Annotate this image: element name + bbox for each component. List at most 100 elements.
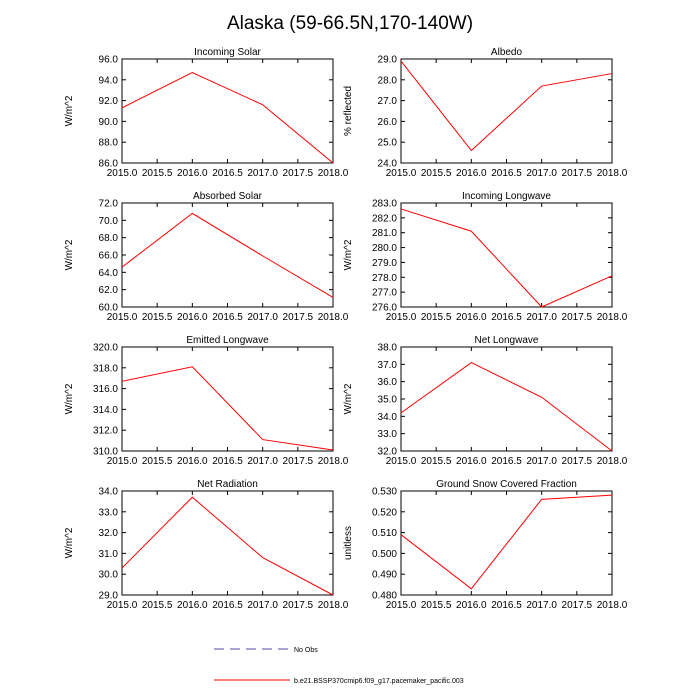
chart-panel: Incoming Longwave W/m^2 2015.0 2015.5 2016.0… xyxy=(343,191,628,323)
y-tick-label: 90.0 xyxy=(99,117,119,128)
x-tick-label: 2016.0 xyxy=(177,312,208,323)
x-tick-label: 2018.0 xyxy=(318,600,349,611)
y-tick-label: 34.0 xyxy=(99,487,119,498)
y-axis-label: unitless xyxy=(343,526,354,560)
panel-title: Incoming Longwave xyxy=(462,191,551,202)
x-tick-label: 2015.5 xyxy=(421,312,452,323)
y-tick-label: 278.0 xyxy=(372,273,397,284)
x-tick-label: 2015.0 xyxy=(386,600,417,611)
y-tick-label: 0.520 xyxy=(372,507,397,518)
plot-frame xyxy=(400,58,613,164)
y-tick-label: 70.0 xyxy=(99,216,119,227)
x-tick-label: 2015.0 xyxy=(107,168,138,179)
y-tick-label: 280.0 xyxy=(372,243,397,254)
x-tick-label: 2015.5 xyxy=(421,168,452,179)
y-tick-label: 0.480 xyxy=(372,591,397,602)
y-tick-label: 283.0 xyxy=(372,199,397,210)
plot-frame xyxy=(400,490,613,596)
x-tick-label: 2016.5 xyxy=(212,168,243,179)
y-axis-label: W/m^2 xyxy=(64,383,75,414)
y-tick-label: 96.0 xyxy=(99,55,119,66)
legend-model-label: b.e21.BSSP370cmip6.f09_g17.pacemaker_pac… xyxy=(294,678,464,685)
y-tick-label: 279.0 xyxy=(372,258,397,269)
x-tick-label: 2017.5 xyxy=(562,312,593,323)
x-tick-label: 2017.5 xyxy=(283,312,314,323)
x-tick-label: 2016.5 xyxy=(212,600,243,611)
plot-frame xyxy=(121,58,334,164)
y-tick-label: 281.0 xyxy=(372,228,397,239)
x-tick-label: 2016.5 xyxy=(491,168,522,179)
x-tick-label: 2017.5 xyxy=(283,456,314,467)
chart-panel: Albedo % reflected 2015.0 2015.5 2016.0 2016.… xyxy=(343,47,628,179)
series-line xyxy=(400,362,613,452)
y-tick-label: 68.0 xyxy=(99,233,119,244)
panel-title: Ground Snow Covered Fraction xyxy=(436,479,577,490)
y-tick-label: 276.0 xyxy=(372,303,397,314)
y-tick-label: 33.0 xyxy=(99,507,119,518)
y-tick-label: 0.510 xyxy=(372,528,397,539)
y-tick-label: 0.530 xyxy=(372,487,397,498)
panel-title: Absorbed Solar xyxy=(193,191,263,202)
y-tick-label: 314.0 xyxy=(93,405,118,416)
y-tick-label: 72.0 xyxy=(99,199,119,210)
y-tick-label: 66.0 xyxy=(99,251,119,262)
series-line xyxy=(121,212,334,298)
x-tick-label: 2016.5 xyxy=(491,600,522,611)
x-tick-label: 2017.0 xyxy=(526,600,557,611)
y-tick-label: 27.0 xyxy=(378,96,398,107)
x-tick-label: 2016.0 xyxy=(177,456,208,467)
y-tick-label: 320.0 xyxy=(93,343,118,354)
x-tick-label: 2017.0 xyxy=(247,312,278,323)
x-tick-label: 2017.5 xyxy=(562,168,593,179)
y-tick-label: 64.0 xyxy=(99,268,119,279)
x-tick-label: 2016.5 xyxy=(212,312,243,323)
y-tick-label: 30.0 xyxy=(99,570,119,581)
y-tick-label: 34.0 xyxy=(378,412,398,423)
panel-title: Incoming Solar xyxy=(194,47,261,58)
chart-panel: Incoming Solar W/m^2 2015.0 2015.5 2016.0 201… xyxy=(64,47,349,179)
x-tick-label: 2018.0 xyxy=(318,312,349,323)
x-tick-label: 2016.5 xyxy=(491,312,522,323)
chart-panel: Absorbed Solar W/m^2 2015.0 2015.5 2016.0 201… xyxy=(64,191,349,323)
y-tick-label: 36.0 xyxy=(378,377,398,388)
x-tick-label: 2016.0 xyxy=(456,456,487,467)
x-tick-label: 2015.5 xyxy=(421,600,452,611)
y-tick-label: 26.0 xyxy=(378,117,398,128)
x-tick-label: 2018.0 xyxy=(318,456,349,467)
x-tick-label: 2016.0 xyxy=(177,600,208,611)
legend: No Obs b.e21.BSSP370cmip6.f09_g17.pacema… xyxy=(214,647,464,685)
x-tick-label: 2015.5 xyxy=(142,168,173,179)
y-tick-label: 29.0 xyxy=(378,55,398,66)
x-tick-label: 2017.0 xyxy=(247,168,278,179)
y-tick-label: 282.0 xyxy=(372,213,397,224)
y-tick-label: 86.0 xyxy=(99,159,119,170)
x-tick-label: 2017.5 xyxy=(283,168,314,179)
x-tick-label: 2018.0 xyxy=(597,600,628,611)
plot-frame xyxy=(400,202,613,308)
y-tick-label: 31.0 xyxy=(99,549,119,560)
panel-title: Albedo xyxy=(491,47,523,58)
y-axis-label: W/m^2 xyxy=(64,239,75,270)
panels: Incoming Solar W/m^2 2015.0 2015.5 2016.0 201… xyxy=(64,47,628,611)
x-tick-label: 2017.0 xyxy=(526,456,557,467)
y-axis-label: W/m^2 xyxy=(343,383,354,414)
x-tick-label: 2018.0 xyxy=(597,312,628,323)
series-line xyxy=(400,208,613,308)
y-tick-label: 318.0 xyxy=(93,363,118,374)
y-tick-label: 0.490 xyxy=(372,570,397,581)
y-axis-label: W/m^2 xyxy=(343,239,354,270)
chart-panel: Emitted Longwave W/m^2 2015.0 2015.5 2016.0 2… xyxy=(64,335,349,467)
x-tick-label: 2015.0 xyxy=(107,456,138,467)
y-tick-label: 33.0 xyxy=(378,429,398,440)
x-tick-label: 2017.0 xyxy=(247,456,278,467)
y-tick-label: 29.0 xyxy=(99,591,119,602)
panel-title: Net Radiation xyxy=(197,479,258,490)
series-line xyxy=(121,496,334,596)
y-tick-label: 35.0 xyxy=(378,395,398,406)
x-tick-label: 2015.5 xyxy=(142,312,173,323)
x-tick-label: 2017.0 xyxy=(247,600,278,611)
x-tick-label: 2018.0 xyxy=(597,168,628,179)
x-tick-label: 2015.0 xyxy=(107,600,138,611)
x-tick-label: 2017.5 xyxy=(562,456,593,467)
